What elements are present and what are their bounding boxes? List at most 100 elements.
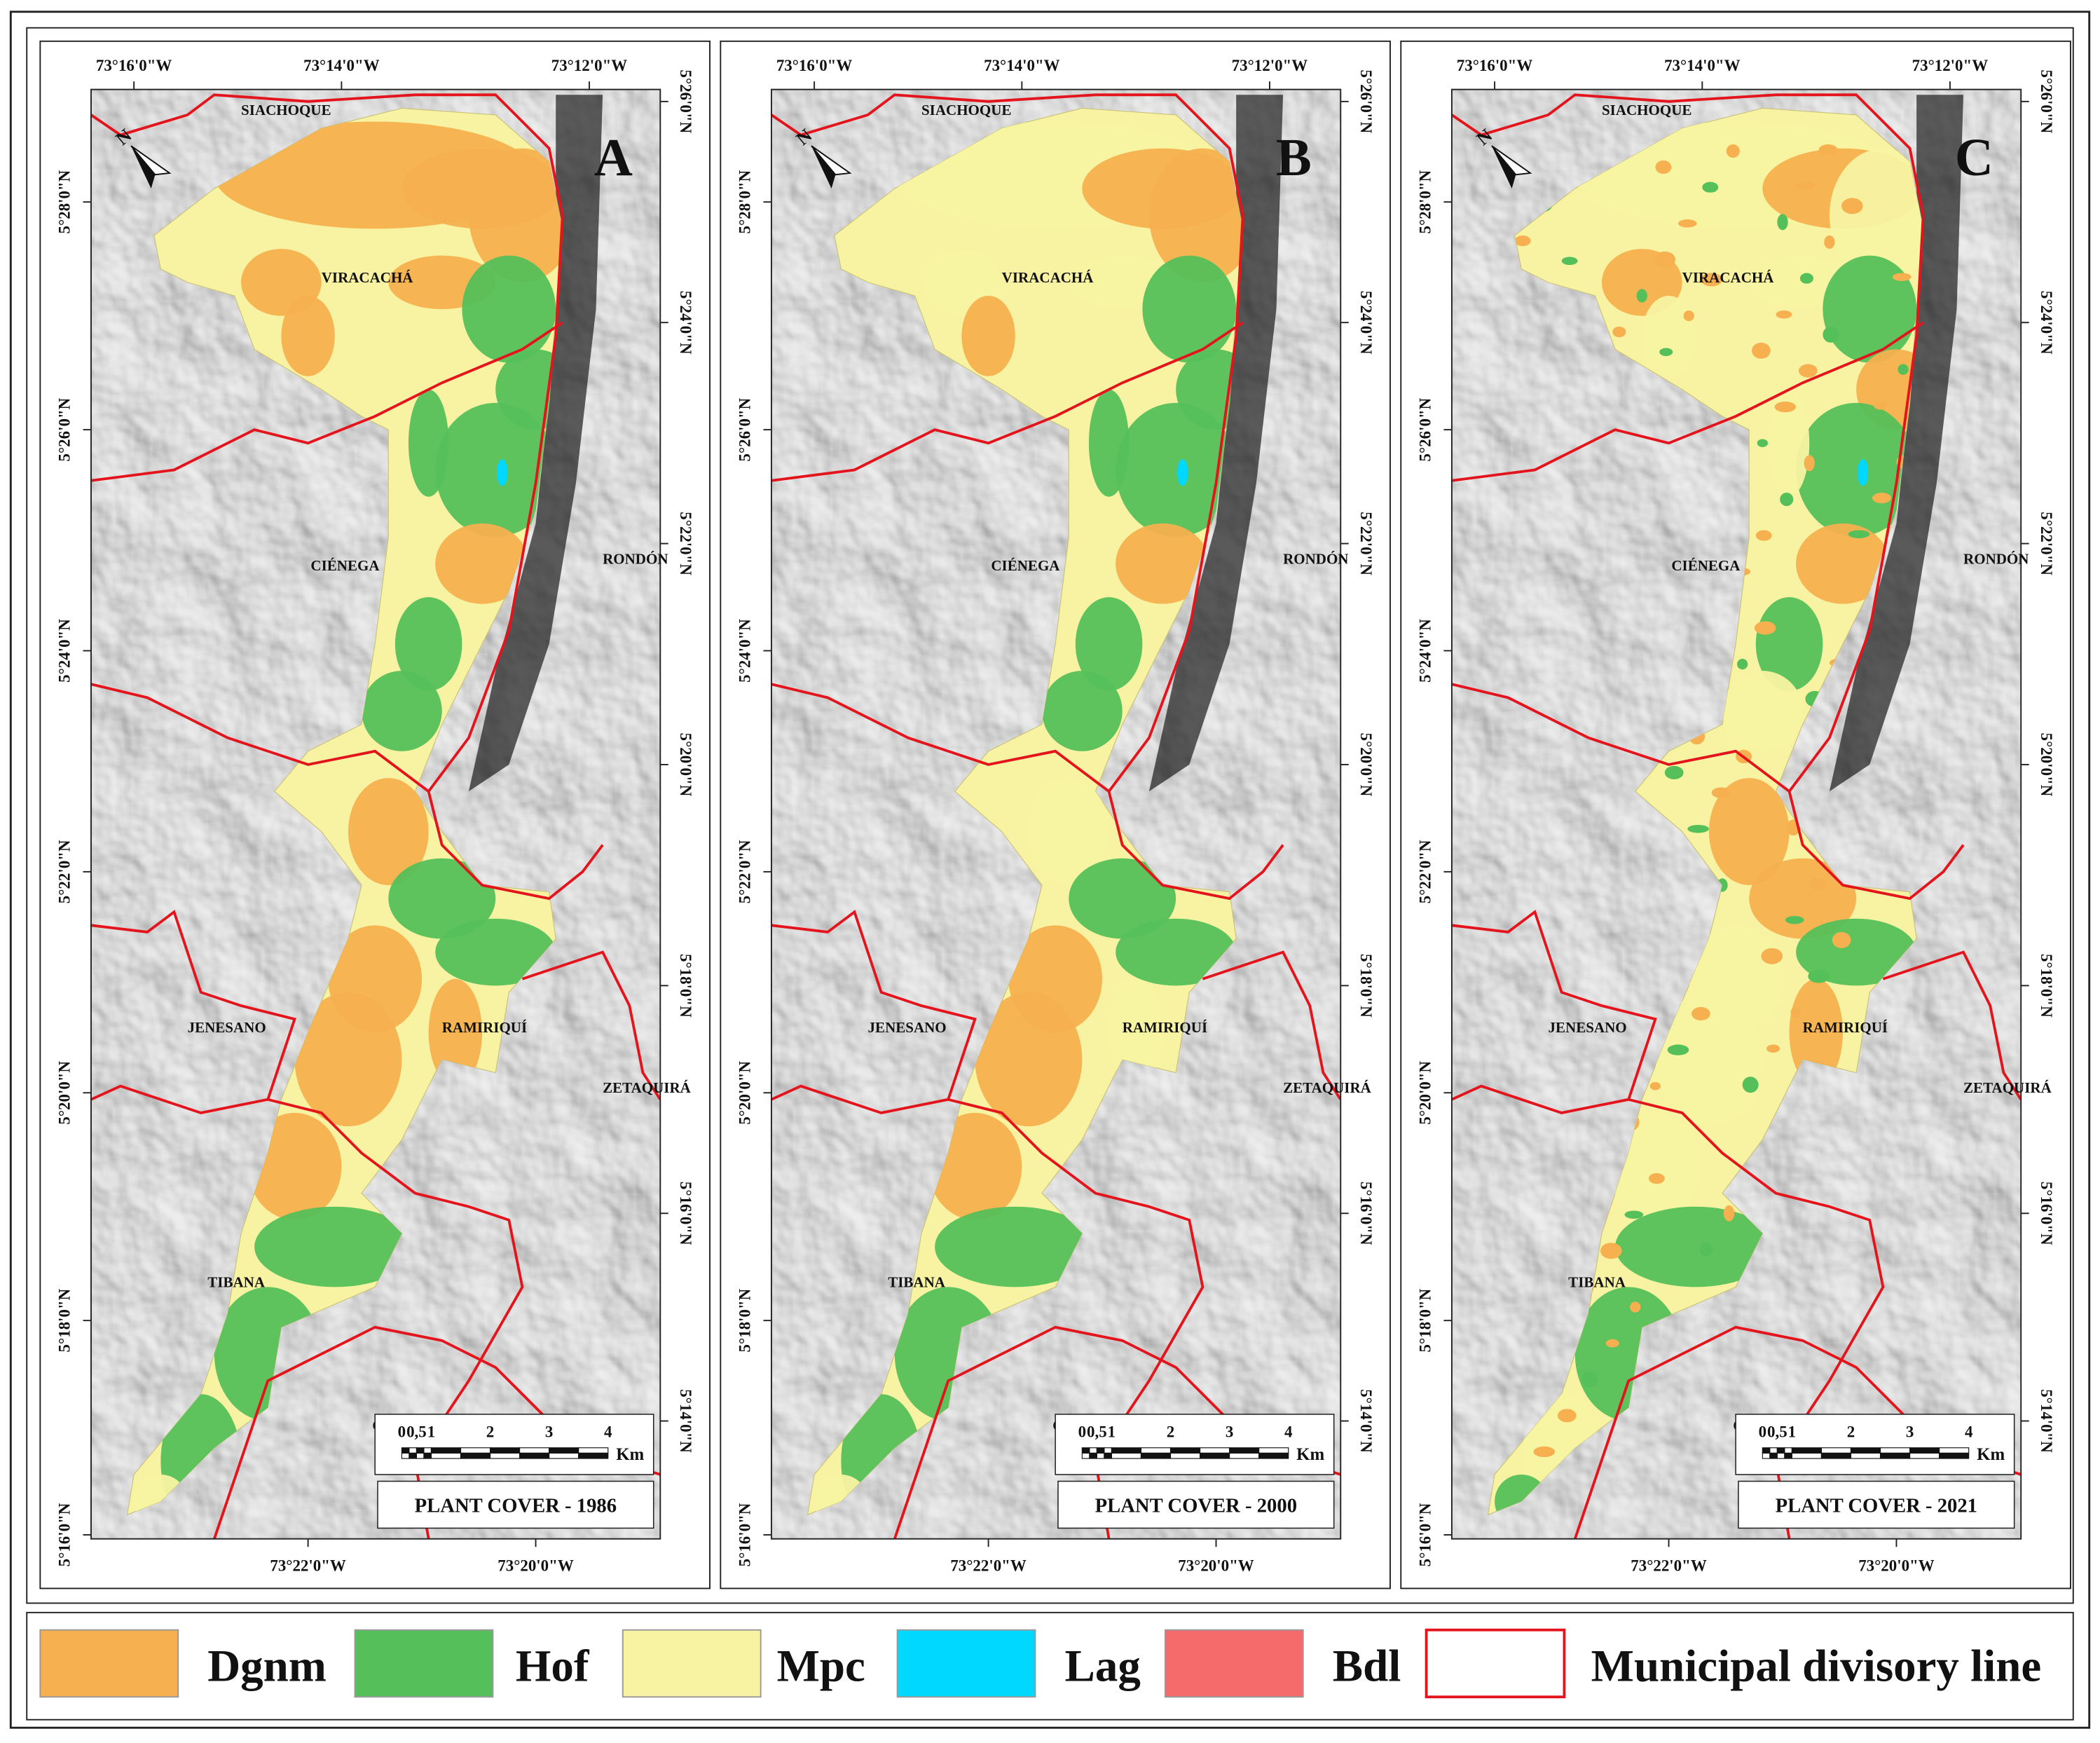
cover-patch bbox=[935, 1206, 1096, 1287]
cover-speck bbox=[1648, 1173, 1665, 1184]
top-coord-label: 73°16'0"W bbox=[776, 57, 853, 74]
bottom-coord-label: 73°22'0"W bbox=[1631, 1557, 1707, 1575]
cover-speck bbox=[1809, 878, 1826, 889]
scale-segment bbox=[1769, 1447, 1778, 1454]
right-coord-label: 5°14'0"N bbox=[677, 1389, 694, 1453]
cover-patch bbox=[1069, 858, 1176, 939]
map-frame bbox=[1450, 88, 2022, 1540]
legend-swatch bbox=[622, 1629, 762, 1698]
cover-patch bbox=[1116, 402, 1237, 538]
scale-segment bbox=[1140, 1452, 1172, 1459]
municipal-line bbox=[1451, 683, 1790, 793]
cover-patch bbox=[1116, 523, 1209, 604]
scale-segment bbox=[549, 1447, 579, 1454]
scale-segment bbox=[430, 1447, 462, 1454]
escarpment bbox=[468, 95, 603, 792]
lagoon bbox=[1858, 459, 1869, 486]
scale-segment bbox=[1081, 1452, 1090, 1459]
left-coord-label: 5°16'0"N bbox=[1416, 1503, 1434, 1566]
right-coord-label: 5°20'0"N bbox=[2038, 733, 2055, 797]
scale-segment bbox=[1879, 1447, 1911, 1454]
arrow-left bbox=[811, 146, 836, 189]
cover-speck bbox=[1892, 273, 1912, 281]
scale-segment bbox=[1909, 1447, 1940, 1454]
cover-patch bbox=[1722, 671, 1803, 751]
place-name: TIBANA bbox=[207, 1273, 266, 1290]
legend-swatch bbox=[354, 1629, 494, 1698]
left-coord-label: 5°28'0"N bbox=[1416, 170, 1434, 233]
cover-speck bbox=[1737, 658, 1748, 670]
map-body bbox=[90, 89, 661, 1539]
place-name: VIRACACHÁ bbox=[1002, 269, 1094, 286]
place-name: RONDÓN bbox=[1283, 550, 1348, 567]
scale-tick-label: 0 bbox=[398, 1423, 406, 1440]
left-coord-label: 5°24'0"N bbox=[55, 619, 73, 683]
cover-speck bbox=[1702, 182, 1719, 193]
escarpment bbox=[1148, 95, 1284, 792]
legend-swatch bbox=[896, 1629, 1036, 1698]
cover-speck bbox=[1841, 198, 1863, 214]
scale-segment bbox=[1820, 1447, 1852, 1454]
right-coord-label: 5°24'0"N bbox=[1357, 291, 1375, 355]
cover-speck bbox=[1664, 765, 1684, 779]
map-panel: SIACHOQUE VIRACACHÁ CIÉNEGA RONDÓN RAMIRIQUÍ… bbox=[720, 40, 1391, 1590]
left-coord-label: 5°26'0"N bbox=[1416, 397, 1434, 461]
scale-tick-label: 3 bbox=[545, 1423, 553, 1440]
left-coord-label: 5°22'0"N bbox=[736, 840, 753, 903]
cover-patch bbox=[1109, 978, 1163, 1086]
cover-patch bbox=[348, 778, 429, 885]
municipal-line bbox=[90, 910, 296, 1114]
scale-segment bbox=[416, 1452, 425, 1459]
scale-tick-label: 0 bbox=[1759, 1423, 1766, 1440]
cover-speck bbox=[1798, 364, 1818, 378]
cover-patch bbox=[1495, 1474, 1549, 1515]
map-frame bbox=[770, 88, 1342, 1540]
cover-speck bbox=[1794, 182, 1816, 190]
scale-tick-label: 1 bbox=[1108, 1423, 1116, 1440]
right-coord-label: 5°18'0"N bbox=[1357, 954, 1375, 1018]
cover-patch bbox=[468, 148, 563, 282]
cover-speck bbox=[1823, 326, 1839, 343]
right-coord-label: 5°20'0"N bbox=[677, 733, 694, 797]
cover-patch bbox=[1708, 778, 1790, 885]
municipal-line bbox=[1451, 93, 1925, 216]
place-name: SIACHOQUE bbox=[921, 102, 1011, 118]
cover-speck bbox=[1752, 342, 1771, 359]
cover-speck bbox=[1754, 621, 1776, 635]
scale-tick-label: 2 bbox=[486, 1423, 494, 1440]
legend-label: Bdl bbox=[1333, 1641, 1401, 1691]
cover-speck bbox=[1872, 492, 1891, 504]
panel-letter: B bbox=[1276, 128, 1312, 187]
scale-segment bbox=[1791, 1447, 1823, 1454]
place-name: ZETAQUIRÁ bbox=[603, 1079, 692, 1096]
scale-segment bbox=[1776, 1452, 1785, 1459]
place-name: SIACHOQUE bbox=[241, 102, 331, 118]
left-coord-label: 5°26'0"N bbox=[736, 397, 753, 461]
cover-patch bbox=[1749, 858, 1857, 939]
cover-patch bbox=[435, 523, 529, 604]
scale-tick-label: 1 bbox=[427, 1423, 435, 1440]
municipal-line bbox=[771, 910, 977, 1114]
scale-segment bbox=[1096, 1452, 1105, 1459]
cover-speck bbox=[1514, 235, 1531, 247]
place-name: RAMIRIQUÍ bbox=[1123, 1019, 1207, 1036]
right-coord-label: 5°16'0"N bbox=[1357, 1182, 1375, 1245]
cover-speck bbox=[1808, 969, 1830, 983]
cover-patch bbox=[294, 992, 402, 1127]
legend-label: Lag bbox=[1065, 1641, 1141, 1691]
municipal-line bbox=[1451, 321, 1924, 482]
legend-swatch bbox=[1425, 1628, 1566, 1699]
cover-speck bbox=[1683, 310, 1694, 322]
scale-segment bbox=[430, 1452, 462, 1459]
cover-speck bbox=[1790, 1006, 1802, 1018]
municipal-line bbox=[1451, 910, 1657, 1114]
scale-segment bbox=[519, 1452, 550, 1459]
cover-patch bbox=[281, 295, 335, 376]
scale-segment bbox=[1081, 1447, 1090, 1454]
right-coord-label: 5°18'0"N bbox=[677, 954, 694, 1018]
place-name: RONDÓN bbox=[1963, 550, 2029, 567]
top-coord-label: 73°14'0"W bbox=[1664, 57, 1741, 74]
right-coord-label: 5°14'0"N bbox=[2038, 1389, 2055, 1453]
legend-label: Municipal divisory line bbox=[1591, 1641, 2042, 1691]
cover-speck bbox=[1581, 1371, 1598, 1388]
